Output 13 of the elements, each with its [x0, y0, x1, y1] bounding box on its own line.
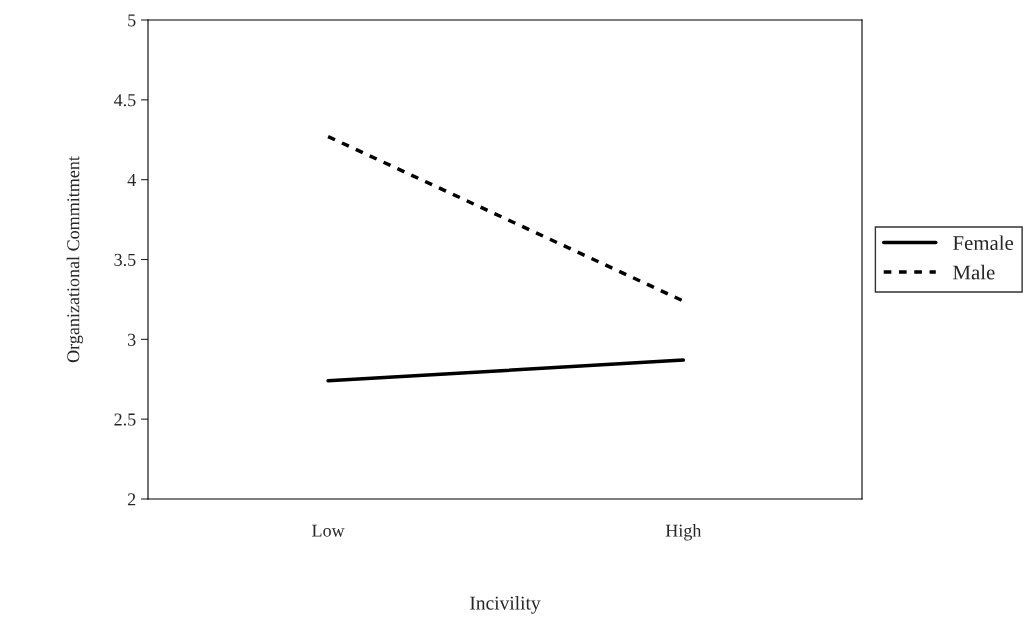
y-tick-label: 4.5 — [113, 94, 136, 107]
x-tick-label: High — [665, 524, 702, 541]
y-tick-label: 2.5 — [114, 413, 136, 426]
y-tick-label: 3 — [128, 333, 136, 346]
y-axis-title: Organizational Commitment — [66, 156, 84, 363]
y-tick-label: 5 — [128, 14, 136, 27]
legend-label: Male — [953, 264, 995, 280]
x-tick-label: Low — [312, 524, 345, 537]
x-axis-title: Incivility — [470, 595, 541, 614]
y-tick-label: 2 — [127, 493, 136, 506]
y-tick-label: 4 — [127, 174, 136, 186]
legend-label: Female — [953, 235, 1014, 251]
y-tick-label: 3.5 — [114, 253, 136, 267]
